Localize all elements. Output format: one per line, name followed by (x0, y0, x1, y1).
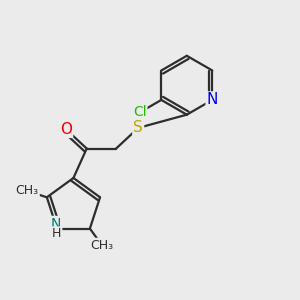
Text: S: S (133, 120, 143, 135)
Text: Cl: Cl (133, 106, 146, 119)
Text: N: N (51, 217, 61, 231)
Text: H: H (51, 227, 61, 240)
Text: CH₃: CH₃ (16, 184, 39, 197)
Text: N: N (207, 92, 218, 107)
Text: CH₃: CH₃ (90, 239, 114, 252)
Text: O: O (60, 122, 72, 137)
